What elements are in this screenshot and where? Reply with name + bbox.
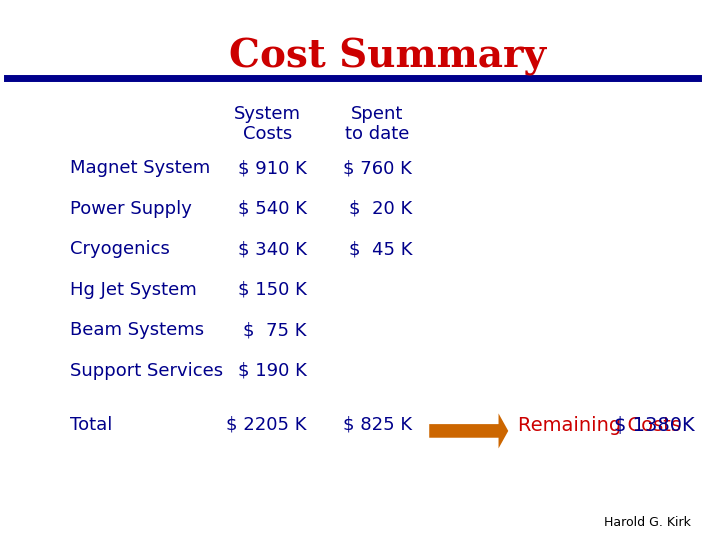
Text: $ 540 K: $ 540 K — [238, 200, 307, 218]
Text: $ 190 K: $ 190 K — [238, 362, 307, 380]
Text: Support Services: Support Services — [71, 362, 224, 380]
Text: $  75 K: $ 75 K — [243, 321, 307, 339]
Text: Harold G. Kirk: Harold G. Kirk — [604, 516, 690, 529]
Text: $  20 K: $ 20 K — [349, 200, 413, 218]
Text: to date: to date — [345, 125, 409, 143]
Text: Cryogenics: Cryogenics — [71, 240, 171, 258]
Text: $ 825 K: $ 825 K — [343, 416, 413, 434]
Text: Spent: Spent — [351, 105, 403, 123]
Text: $ 2205 K: $ 2205 K — [226, 416, 307, 434]
Text: Beam Systems: Beam Systems — [71, 321, 204, 339]
Text: $ 1380K: $ 1380K — [613, 416, 694, 435]
Text: $ 760 K: $ 760 K — [343, 159, 413, 177]
Text: $  45 K: $ 45 K — [349, 240, 413, 258]
Text: Hg Jet System: Hg Jet System — [71, 281, 197, 299]
Text: $ 910 K: $ 910 K — [238, 159, 307, 177]
Text: $ 150 K: $ 150 K — [238, 281, 307, 299]
Text: Power Supply: Power Supply — [71, 200, 192, 218]
Text: Remaining Costs: Remaining Costs — [518, 416, 681, 435]
Text: Costs: Costs — [243, 125, 292, 143]
Text: $ 340 K: $ 340 K — [238, 240, 307, 258]
Text: Total: Total — [71, 416, 113, 434]
Text: Cost Summary: Cost Summary — [229, 38, 546, 76]
Text: Magnet System: Magnet System — [71, 159, 211, 177]
Text: System: System — [234, 105, 302, 123]
